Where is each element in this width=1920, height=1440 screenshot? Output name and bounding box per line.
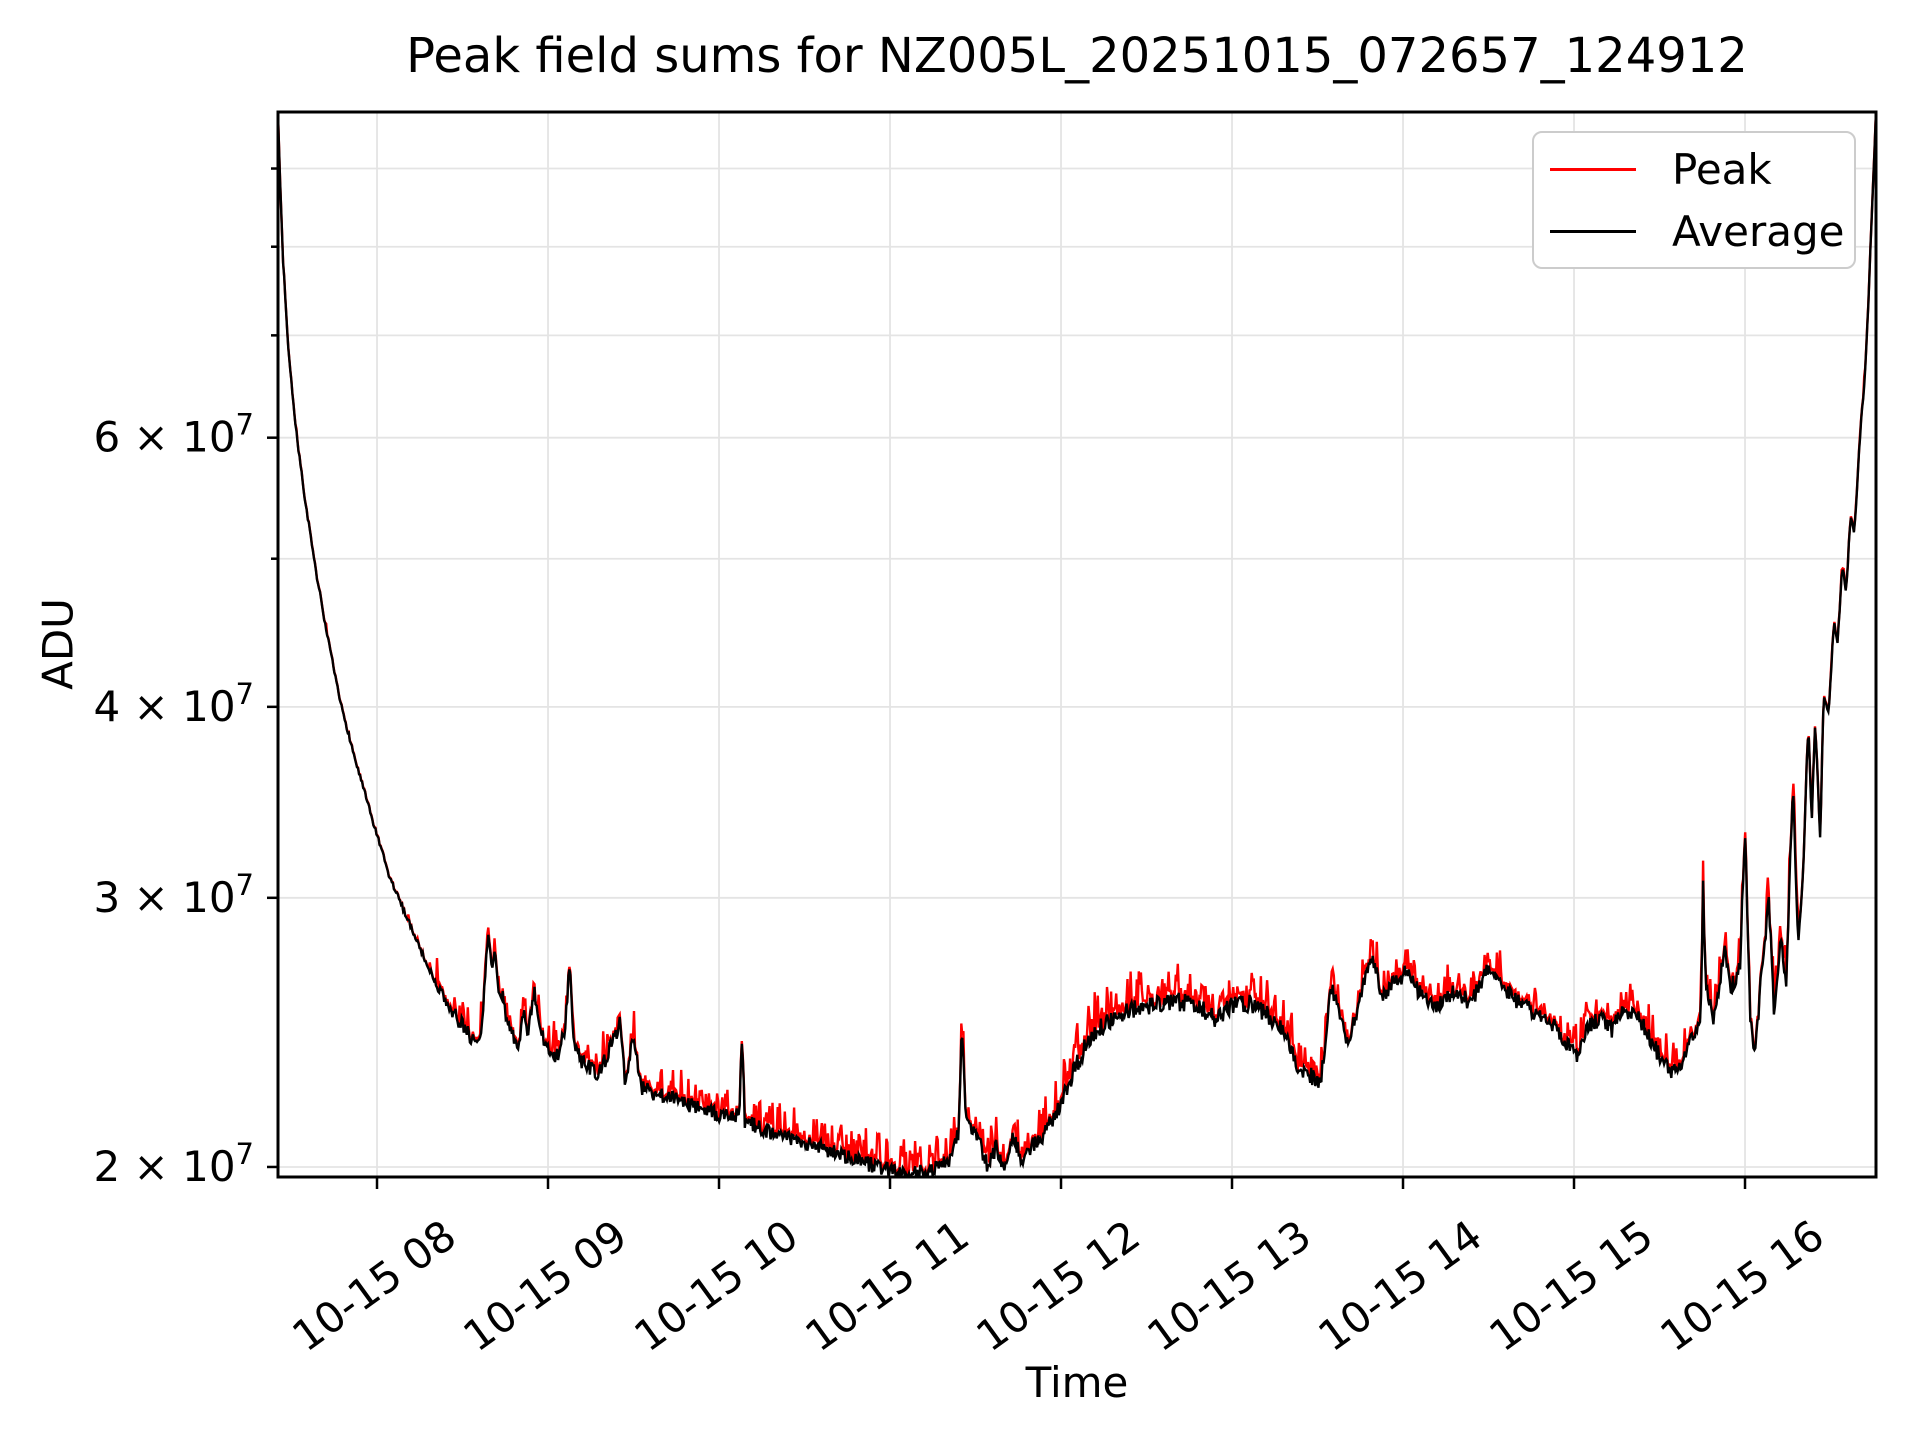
x-tick-label: 10-15 08 [283, 1210, 465, 1361]
y-tick-label: 2 × 107 [93, 1137, 254, 1191]
peak-line-swatch [1550, 167, 1636, 171]
legend-item-average: Average [1534, 200, 1854, 262]
legend-label-peak: Peak [1672, 144, 1772, 194]
y-tick-label: 4 × 107 [93, 677, 254, 731]
legend-label-average: Average [1672, 206, 1845, 256]
x-tick-label: 10-15 14 [1309, 1210, 1491, 1361]
x-tick-label: 10-15 13 [1138, 1210, 1320, 1361]
average-line-swatch [1550, 229, 1636, 233]
gridlines [278, 112, 1876, 1177]
legend-item-peak: Peak [1534, 138, 1854, 200]
y-axis-label: ADU [33, 598, 83, 690]
average-line [278, 112, 1876, 1177]
y-tick-label: 6 × 107 [93, 408, 254, 462]
x-tick-label: 10-15 12 [967, 1210, 1149, 1361]
x-tick-label: 10-15 16 [1651, 1210, 1833, 1361]
x-tick-label: 10-15 11 [796, 1210, 978, 1361]
x-tick-label: 10-15 10 [625, 1210, 807, 1361]
legend: Peak Average [1532, 131, 1856, 269]
x-tick-label: 10-15 15 [1480, 1210, 1662, 1361]
axis-ticks [267, 167, 1747, 1189]
plot-border [276, 110, 1878, 1179]
x-axis-label: Time [1025, 1358, 1129, 1407]
y-tick-label: 3 × 107 [93, 868, 254, 922]
x-tick-label: 10-15 09 [454, 1210, 636, 1361]
page-title: Peak field sums for NZ005L_20251015_0726… [406, 28, 1748, 84]
